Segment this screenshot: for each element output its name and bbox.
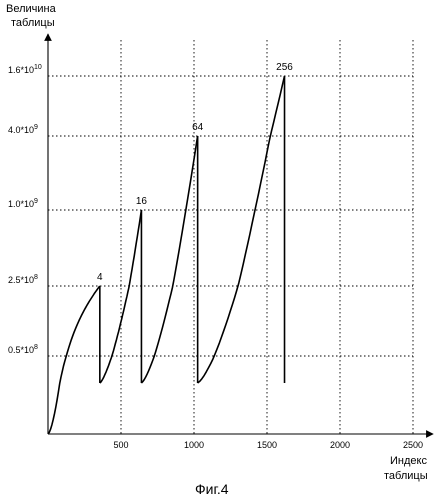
x-axis-title-line1: Индекс <box>390 455 427 467</box>
y-tick-label: 4.0*109 <box>8 124 38 135</box>
curve-segment-4 <box>198 76 285 383</box>
x-tick-label: 2500 <box>403 440 423 450</box>
x-tick-label: 2000 <box>330 440 350 450</box>
y-tick-exponent: 8 <box>34 274 38 281</box>
y-tick-exponent: 9 <box>34 198 38 205</box>
curve-segment-3 <box>141 136 197 383</box>
curve-segment-1 <box>48 286 100 434</box>
x-tick-label: 500 <box>113 440 128 450</box>
x-axis-title-line2: таблицы <box>384 470 428 482</box>
figure-caption: Фиг.4 <box>195 481 229 497</box>
peak-label: 64 <box>192 122 204 133</box>
grid <box>48 40 413 434</box>
tick-labels: 0.5*108 2.5*108 1.0*109 4.0*109 1.6*1010 500 1… <box>8 64 423 450</box>
y-tick-exponent: 9 <box>34 124 38 131</box>
peak-label: 4 <box>97 272 103 283</box>
y-axis-title-line1: Величина <box>6 3 57 15</box>
y-tick-exponent: 8 <box>34 344 38 351</box>
y-tick-label: 0.5*108 <box>8 344 38 355</box>
peak-label: 16 <box>136 196 148 207</box>
x-tick-label: 1500 <box>257 440 277 450</box>
y-axis-title-line2: таблицы <box>11 17 55 29</box>
peak-label: 256 <box>276 62 293 73</box>
series <box>48 76 285 434</box>
y-tick-label: 1.6*1010 <box>8 64 42 75</box>
y-tick-label: 2.5*108 <box>8 274 38 285</box>
y-tick-exponent: 10 <box>34 64 42 71</box>
x-tick-label: 1000 <box>184 440 204 450</box>
peak-labels: 4 16 64 256 <box>97 62 293 283</box>
y-tick-label: 1.0*109 <box>8 198 38 209</box>
